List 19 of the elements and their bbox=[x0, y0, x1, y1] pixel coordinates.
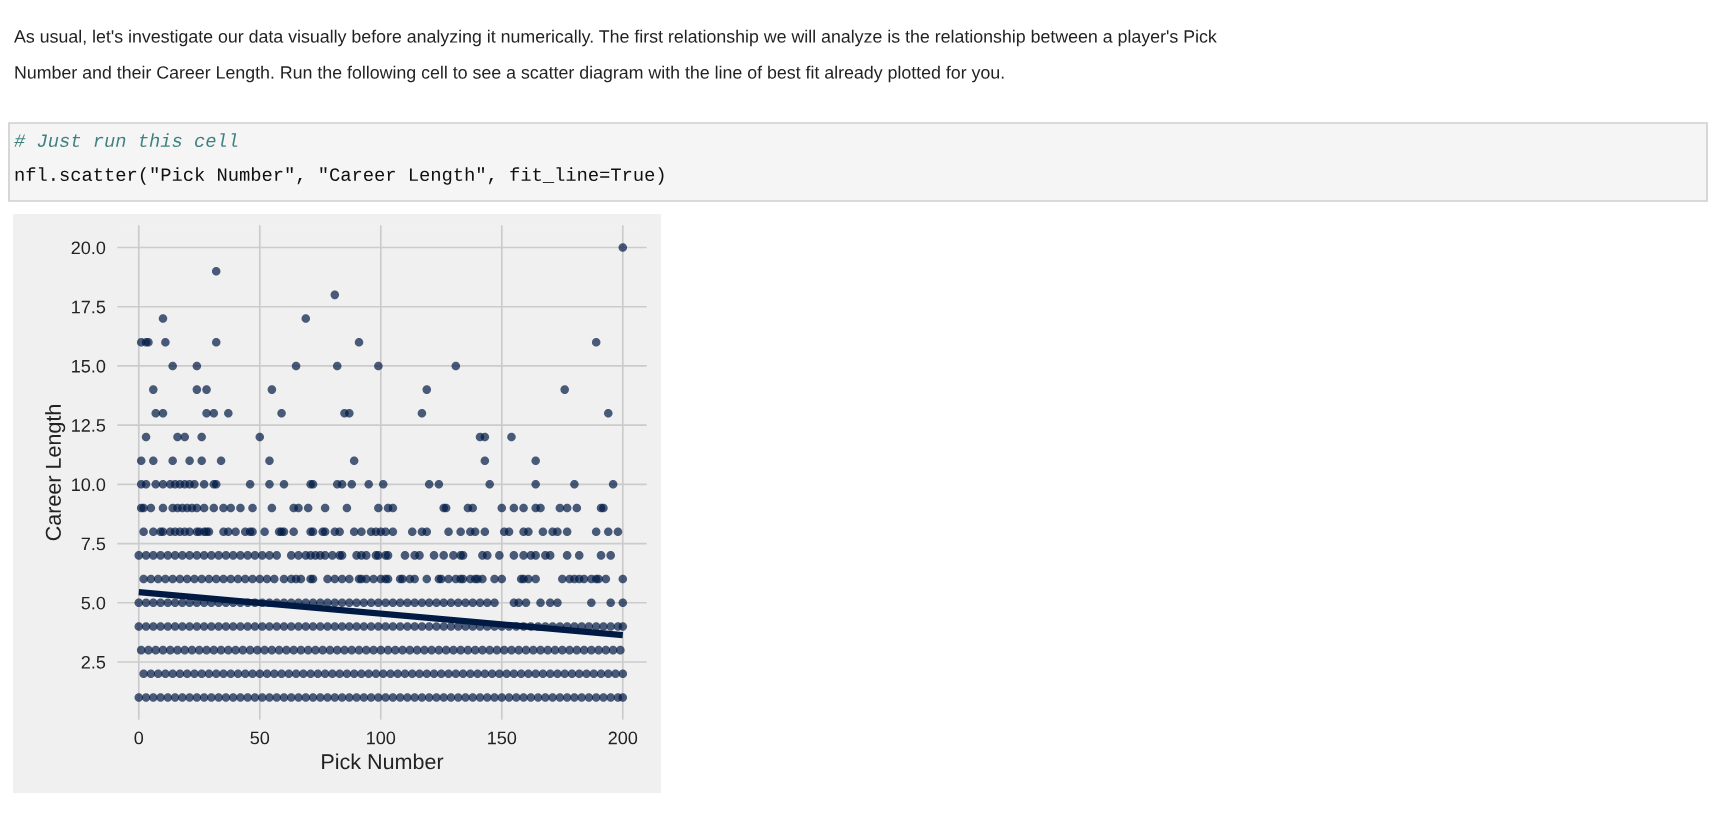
y-tick-label: 17.5 bbox=[72, 300, 106, 314]
x-tick-label: 200 bbox=[608, 731, 638, 745]
text: nfl.scatter("Pick Number", "Career Length", fit_line=True) bbox=[15, 167, 664, 185]
x-tick-label: 100 bbox=[367, 731, 396, 745]
y-tick-label: 10.0 bbox=[72, 478, 106, 492]
y-tick-label: 5.0 bbox=[81, 596, 106, 610]
y-tick-label: 2.5 bbox=[81, 655, 106, 669]
x-tick-label: 0 bbox=[134, 731, 144, 745]
y-tick-label: 12.5 bbox=[72, 419, 106, 432]
y-tick-label: 15.0 bbox=[72, 359, 106, 373]
y-tick-label: 20.0 bbox=[71, 241, 106, 255]
x-tick-label: 50 bbox=[250, 731, 270, 745]
x-axis-title: Pick Number bbox=[322, 753, 444, 770]
y-tick-label: 7.5 bbox=[81, 537, 106, 551]
text: # Just run this cell bbox=[14, 133, 238, 148]
x-tick-label: 150 bbox=[488, 731, 517, 745]
y-axis-title: Career Length bbox=[45, 405, 66, 541]
text: Number and their Career Length. Run the following cell to see a scatter diagram with the line of best fit already plotted for you. bbox=[15, 65, 1004, 83]
text: As usual, let's investigate our data visually before analyzing it numerically. The first relationship we will analyze is the relationship between a player's Pick bbox=[14, 29, 1217, 47]
